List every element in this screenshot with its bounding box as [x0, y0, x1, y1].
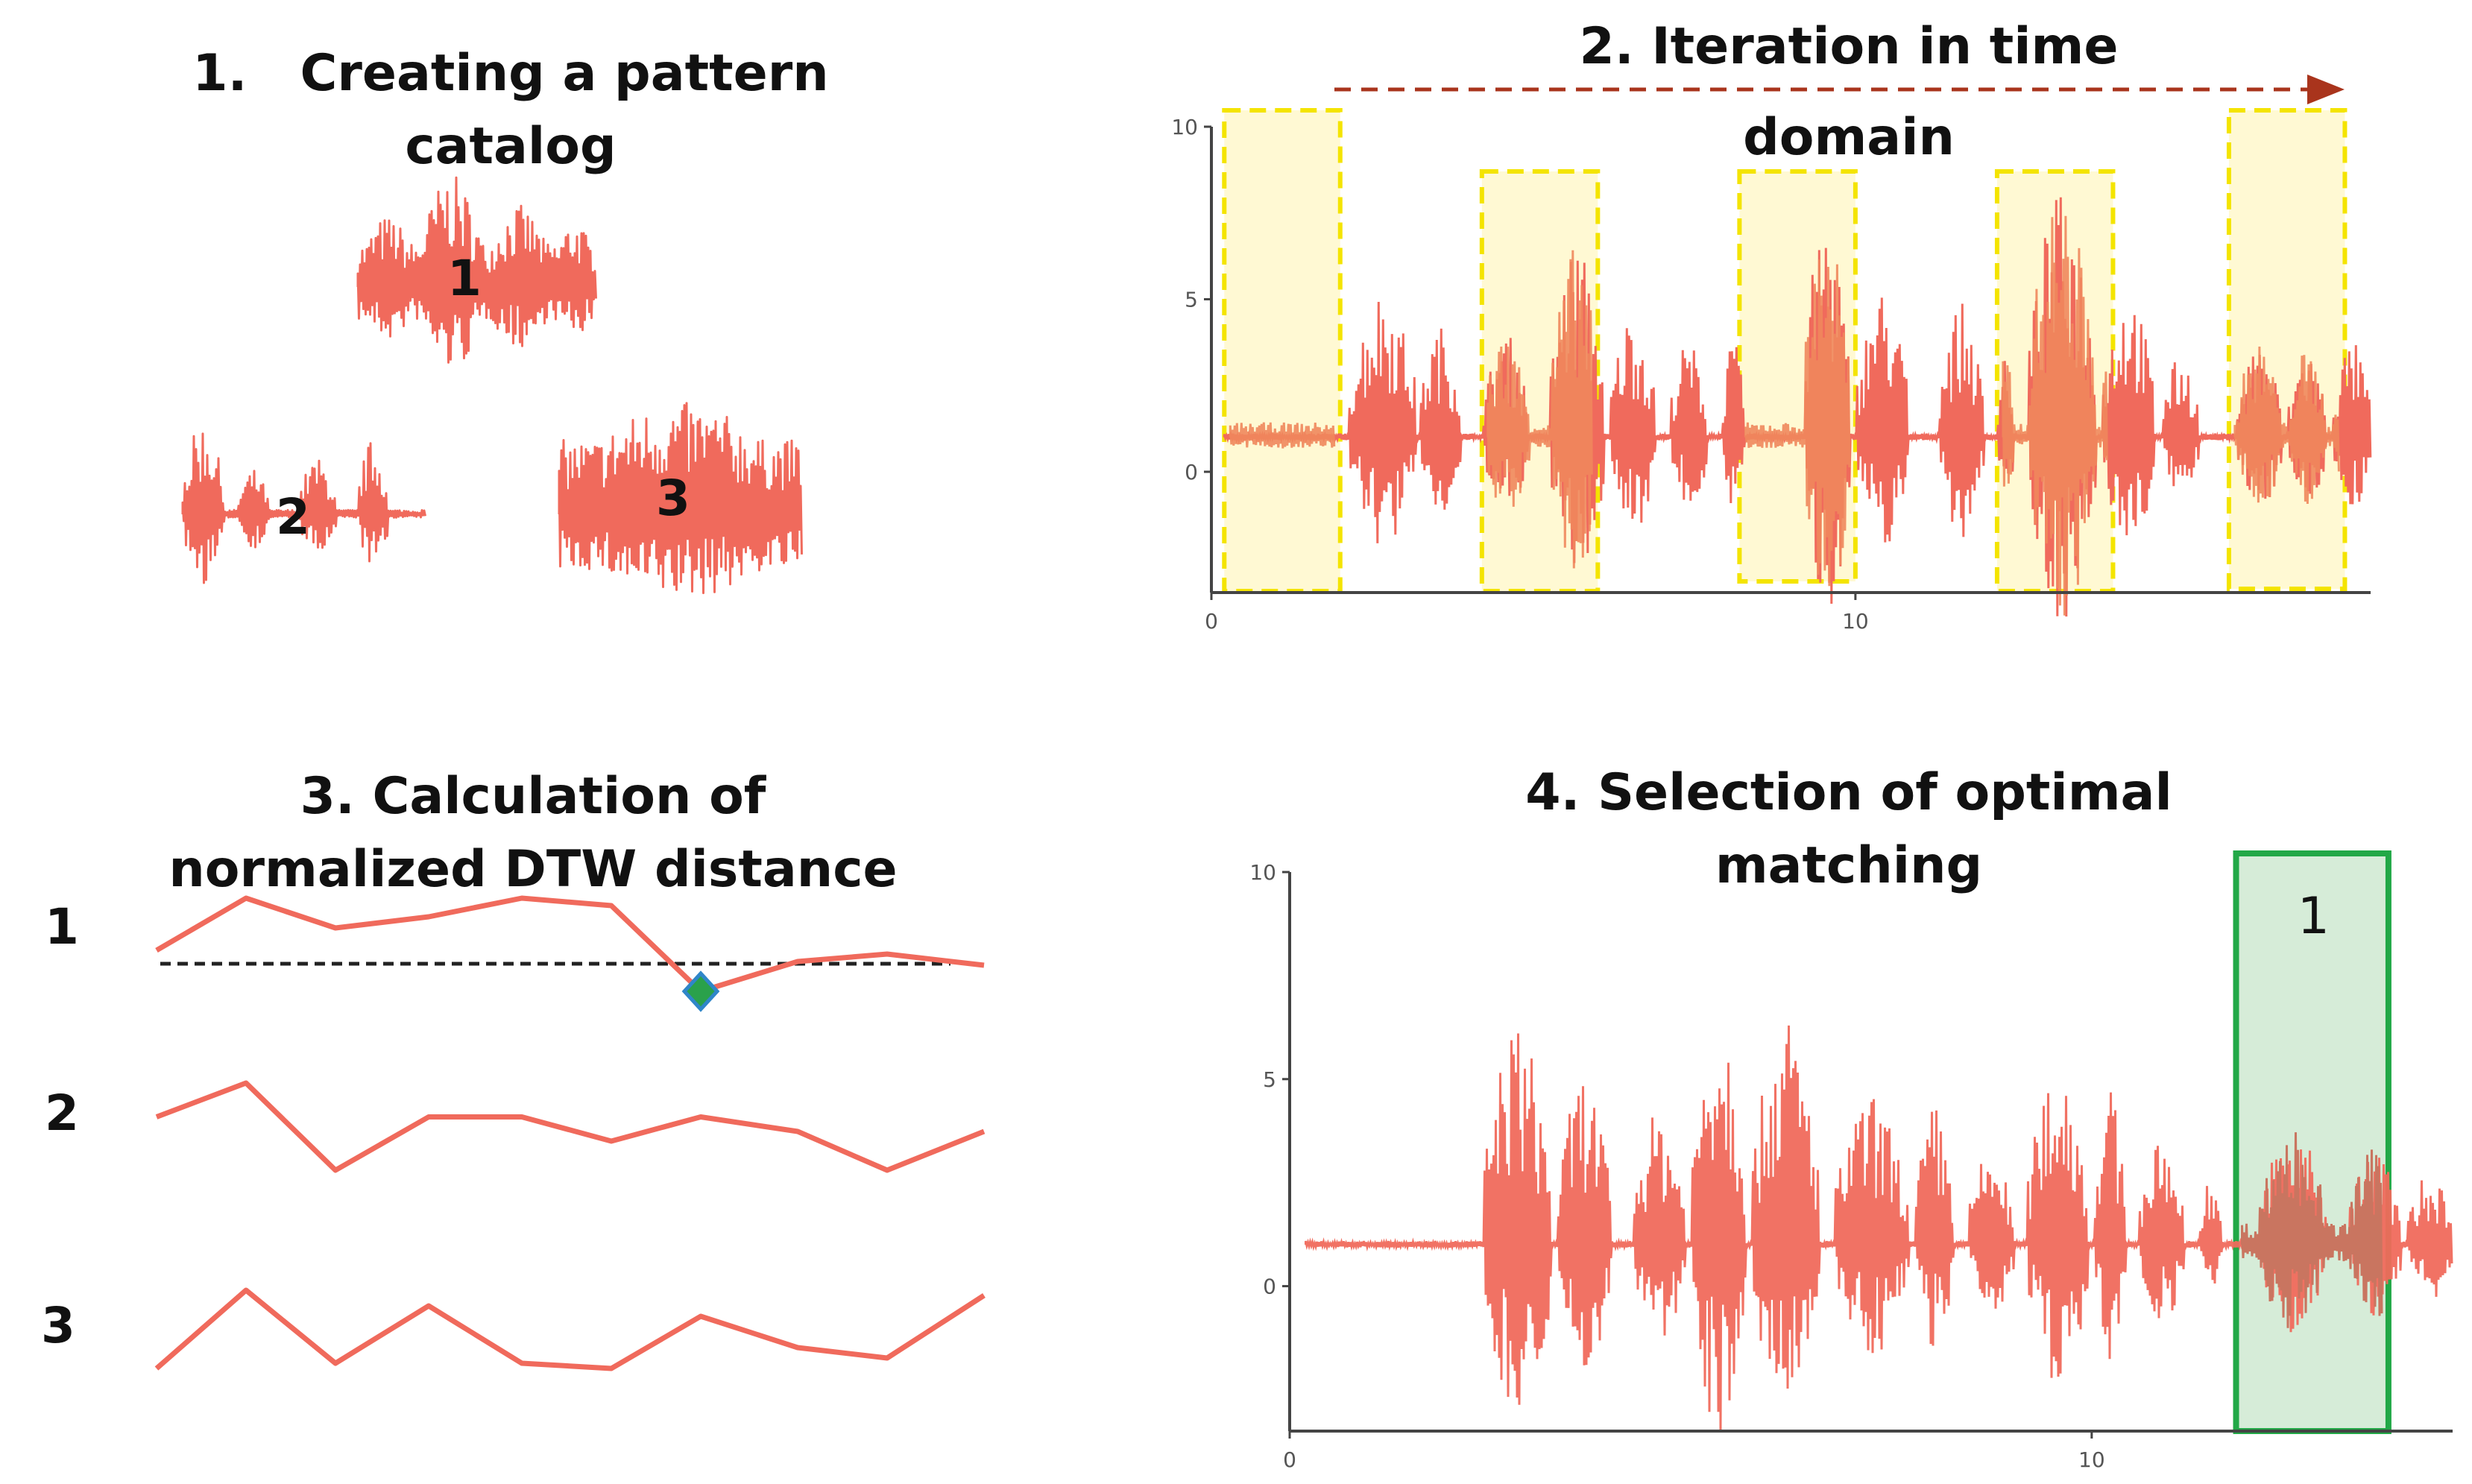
dtw-row-3-label: 3	[41, 1297, 75, 1354]
windowed-signal	[1229, 215, 2340, 616]
optimal-match-box	[2233, 850, 2391, 1434]
y-tick-label: 0	[1185, 460, 1198, 484]
dtw-row-1-label: 1	[45, 898, 79, 956]
y-tick-label: 0	[1263, 1275, 1276, 1299]
matched-segment-signal	[2241, 1132, 2383, 1328]
x-tick-label: 0	[1205, 609, 1218, 634]
pattern-2-waveform	[181, 432, 426, 584]
panel4-axes: 0 5 10 0 10	[1249, 860, 2453, 1472]
panel4-title-line2: matching	[1715, 836, 1983, 895]
y-tick-label: 10	[1249, 860, 1276, 885]
pattern-3-label: 3	[656, 470, 690, 527]
panel1-title: 1. Creating a pattern catalog	[97, 37, 924, 183]
panel3-title: 3. Calculation of normalized DTW distanc…	[97, 760, 969, 906]
y-tick-label: 10	[1171, 115, 1198, 139]
optimal-match-label: 1	[2297, 887, 2330, 946]
panel3-title-line1: 3. Calculation of	[300, 767, 766, 826]
sliding-window-5	[2226, 108, 2348, 591]
x-tick-label: 10	[1842, 609, 1869, 634]
iteration-arrow	[1334, 75, 2345, 104]
panel1-title-line1: 1. Creating a pattern	[192, 44, 829, 103]
dtw-sequence-3	[154, 1287, 986, 1371]
dtw-sequence-2	[155, 1080, 986, 1173]
y-tick-label: 5	[1185, 287, 1198, 312]
pattern-3-waveform	[558, 402, 803, 595]
x-tick-label: 10	[2078, 1447, 2105, 1472]
panel1-title-line2: catalog	[405, 117, 617, 176]
panel2-title: 2. Iteration in time domain	[1439, 1, 2259, 183]
panel2-title-line2: domain	[1743, 108, 1955, 167]
pattern-2-label: 2	[276, 488, 310, 546]
panel2-title-line1: 2. Iteration in time	[1579, 17, 2119, 76]
dtw-row-2-label: 2	[45, 1084, 79, 1142]
panel3-title-line2: normalized DTW distance	[168, 840, 898, 899]
dtw-min-marker	[681, 970, 720, 1012]
x-tick-label: 0	[1283, 1447, 1296, 1472]
y-tick-label: 5	[1263, 1067, 1276, 1092]
sliding-window-1	[1222, 108, 1343, 593]
pattern-1-waveform	[356, 176, 597, 364]
panel4-title: 4. Selection of optimal matching	[1439, 757, 2259, 903]
panel2-axes: 0 5 10 0 10	[1171, 115, 2371, 634]
panel4-title-line1: 4. Selection of optimal	[1525, 763, 2172, 822]
pattern-1-label: 1	[447, 250, 482, 307]
dtw-sequence-1	[155, 895, 985, 994]
